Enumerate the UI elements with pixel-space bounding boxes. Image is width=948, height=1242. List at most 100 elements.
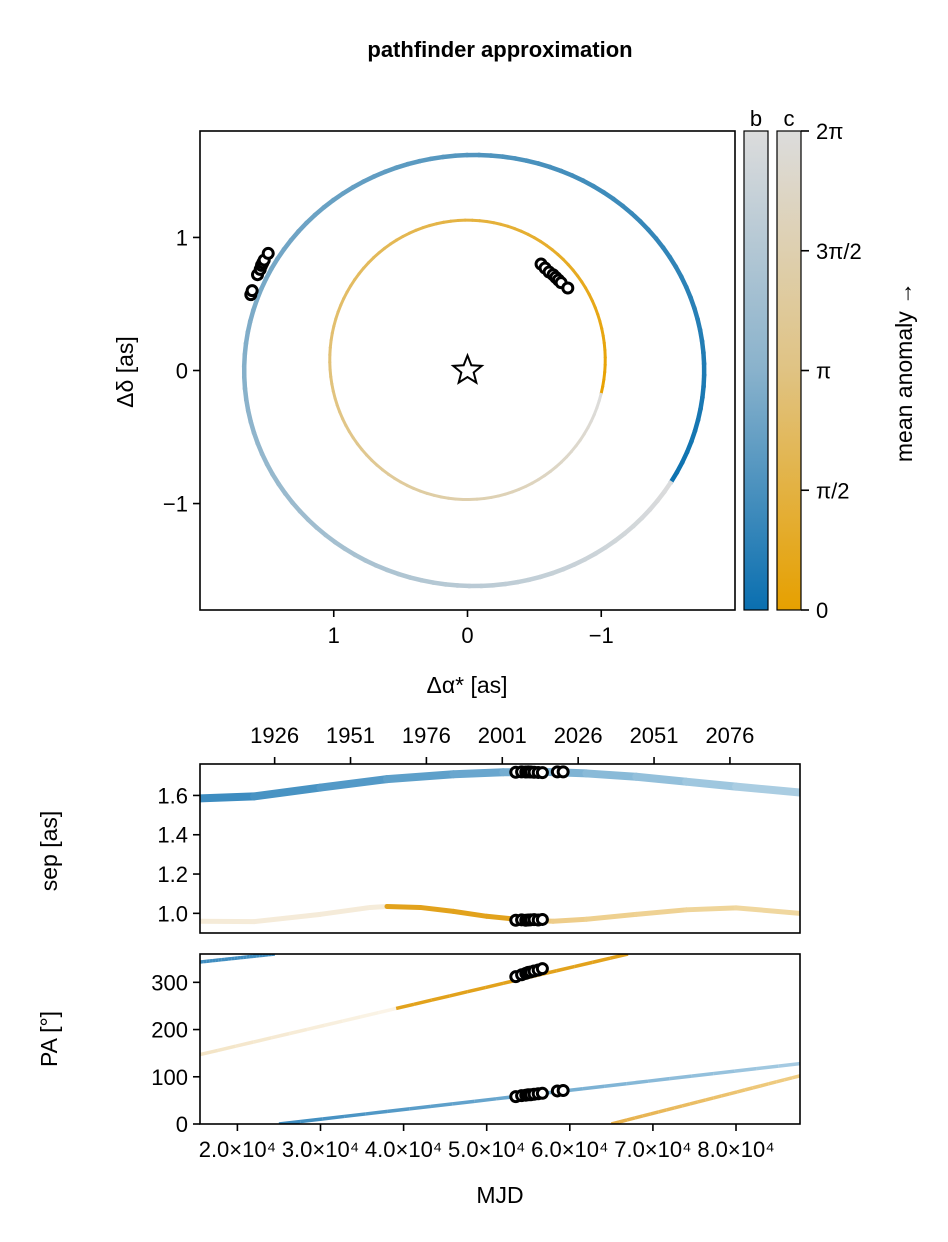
pa-xtick-label: 2.0×10⁴: [199, 1137, 276, 1162]
pa-c-segment: [681, 1102, 691, 1108]
pa-c-segment: [697, 1098, 707, 1104]
pa-b-segment: [322, 1114, 345, 1121]
pa-b-segment: [604, 1081, 627, 1088]
pa-ytick-label: 0: [176, 1112, 188, 1137]
pa-c-segment: [591, 956, 611, 965]
pa-b-segment: [691, 1071, 714, 1078]
pa-ylabel: PA [°]: [36, 1011, 62, 1067]
pa-b-segment: [626, 1079, 649, 1086]
orbit-b-segment: [321, 197, 336, 210]
pa-c-segment: [768, 1080, 777, 1086]
orbit-b-segment: [654, 489, 667, 504]
sky-xlabel: Δα* [as]: [426, 672, 507, 698]
orbit-b-segment: [331, 190, 346, 203]
colorbar-label: mean anomaly →: [891, 282, 917, 462]
pa-c-segment: [431, 994, 451, 1002]
pa-c-segment: [673, 1104, 683, 1110]
orbit-b-segment: [288, 229, 301, 243]
sep-ytick-label: 1.2: [157, 862, 188, 887]
sep-observation-b-point: [535, 766, 549, 780]
year-tick-label: 2001: [478, 723, 527, 748]
pa-xtick-label: 8.0×10⁴: [697, 1137, 774, 1162]
sep-ytick-label: 1.0: [157, 901, 188, 926]
colorbar-tick-label: 0: [816, 598, 828, 623]
orbit-b-segment: [572, 556, 588, 568]
pa-c-segment: [574, 960, 593, 969]
sep-b-segment: [316, 775, 391, 792]
orbit-b-segment: [340, 184, 356, 197]
colorbar-tick-label: π/2: [816, 478, 850, 503]
pa-c-segment: [324, 1019, 344, 1027]
colorbar-tick-label: 3π/2: [816, 239, 862, 264]
pa-b-segment: [409, 1104, 432, 1111]
orbit-b-segment: [561, 562, 577, 572]
orbit-b-segment: [361, 173, 377, 185]
colorbar-column-c: c: [784, 106, 795, 131]
orbit-b-segment: [639, 507, 653, 521]
sep-c-segment: [450, 908, 490, 919]
pa-ytick-label: 100: [151, 1065, 188, 1090]
pa-xtick-label: 3.0×10⁴: [282, 1137, 359, 1162]
orbit-sky-plot: 1 0 −1 1 0 −1 Δα* [as] Δδ [as]: [112, 130, 736, 698]
pa-b-segment: [387, 1107, 410, 1114]
orbit-b-segment: [593, 544, 608, 557]
colorbar-column-b: b: [750, 106, 762, 131]
sep-plot-frame: [199, 763, 801, 934]
colorbar-tick-label: 2π: [816, 119, 843, 144]
orbit-b-segment: [647, 498, 660, 512]
sky-xtick-label: 0: [461, 623, 473, 648]
pa-observation-c-point: [535, 962, 549, 976]
pa-c-segment: [342, 1015, 361, 1023]
observation-b-point: [245, 284, 259, 298]
pa-ytick-label: 300: [151, 970, 188, 995]
colorbar-b: [743, 130, 769, 611]
colorbar-c: [776, 130, 802, 611]
orbit-b-segment: [350, 179, 366, 190]
year-tick-label: 1926: [250, 723, 299, 748]
pa-observation-b-point: [556, 1083, 570, 1097]
sky-ytick-label: 0: [176, 359, 188, 384]
sep-c-segment: [317, 904, 373, 917]
pa-c-segment: [626, 1116, 636, 1122]
orbit-b-segment: [372, 169, 388, 179]
pa-b-segment: [756, 1064, 779, 1071]
pa-c-segment: [728, 1090, 738, 1096]
sep-b-segment: [632, 772, 691, 786]
orbit-b-segment: [582, 551, 598, 562]
mean-anomaly-colorbar: b c 0 π/2 π 3π/2 2π mean anomaly →: [743, 106, 917, 623]
sep-b-segment: [382, 770, 458, 784]
sep-c-segment: [367, 903, 390, 910]
observation-c-point: [561, 281, 575, 295]
orbit-b-segment: [274, 247, 287, 262]
pa-c-segment: [665, 1106, 675, 1112]
pa-c-segment: [760, 1082, 769, 1088]
sky-xtick-label: 1: [328, 623, 340, 648]
orbit-b-segment: [661, 479, 674, 494]
pa-b-segment: [582, 1084, 605, 1091]
orbit-c-segment: [597, 392, 603, 402]
pa-c-segment: [395, 1002, 415, 1011]
year-tick-label: 2026: [554, 723, 603, 748]
figure-title: pathfinder approximation: [367, 37, 632, 62]
pa-c-segment: [720, 1092, 730, 1098]
pa-c-segment: [253, 1036, 272, 1044]
sep-observation-b-point: [556, 765, 570, 779]
sep-ylabel: sep [as]: [36, 811, 62, 892]
pa-c-segment: [650, 1110, 659, 1116]
orbit-b-segment: [622, 523, 636, 537]
sep-b-segment: [582, 769, 641, 781]
pa-b-segment: [647, 1076, 670, 1083]
pa-c-segment: [689, 1100, 699, 1106]
orbit-b-segment: [312, 204, 327, 218]
pa-c-segment: [217, 1044, 237, 1053]
pa-b-segment: [778, 1061, 800, 1068]
sep-b-segment: [682, 777, 741, 791]
pa-xtick-label: 6.0×10⁴: [531, 1137, 608, 1162]
pa-b-segment: [669, 1074, 692, 1081]
sep-b-segment: [250, 783, 325, 801]
orbit-b-segment: [603, 538, 618, 551]
sep-b-segment: [200, 792, 259, 803]
pa-plot-frame: [199, 953, 801, 1125]
sky-ytick-label: −1: [163, 492, 188, 517]
